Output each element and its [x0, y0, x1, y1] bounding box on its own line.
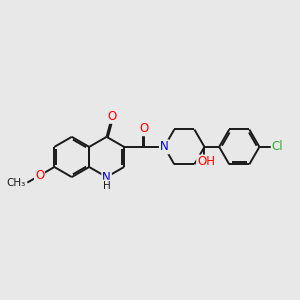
Text: H: H [103, 181, 110, 190]
Text: CH₃: CH₃ [6, 178, 25, 188]
Text: O: O [107, 110, 116, 123]
Text: N: N [102, 171, 111, 184]
Text: N: N [160, 140, 169, 153]
Text: Cl: Cl [272, 140, 283, 153]
Text: O: O [140, 122, 149, 135]
Text: OH: OH [197, 155, 215, 169]
Text: O: O [35, 169, 44, 182]
